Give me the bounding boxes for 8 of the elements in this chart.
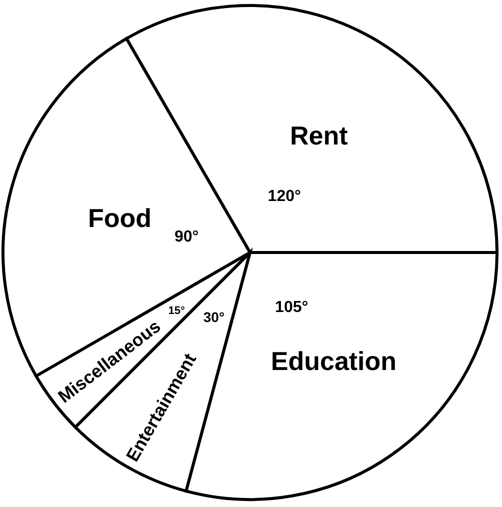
data-label: 90° [174,228,199,246]
data-label: 15° [168,305,185,318]
slice-label: Food [88,202,152,233]
data-label: 120° [268,188,301,206]
slice-label: Rent [290,120,348,150]
data-label: 30° [203,309,225,326]
slice-label: Education [270,346,397,376]
data-label: 105° [275,298,308,316]
